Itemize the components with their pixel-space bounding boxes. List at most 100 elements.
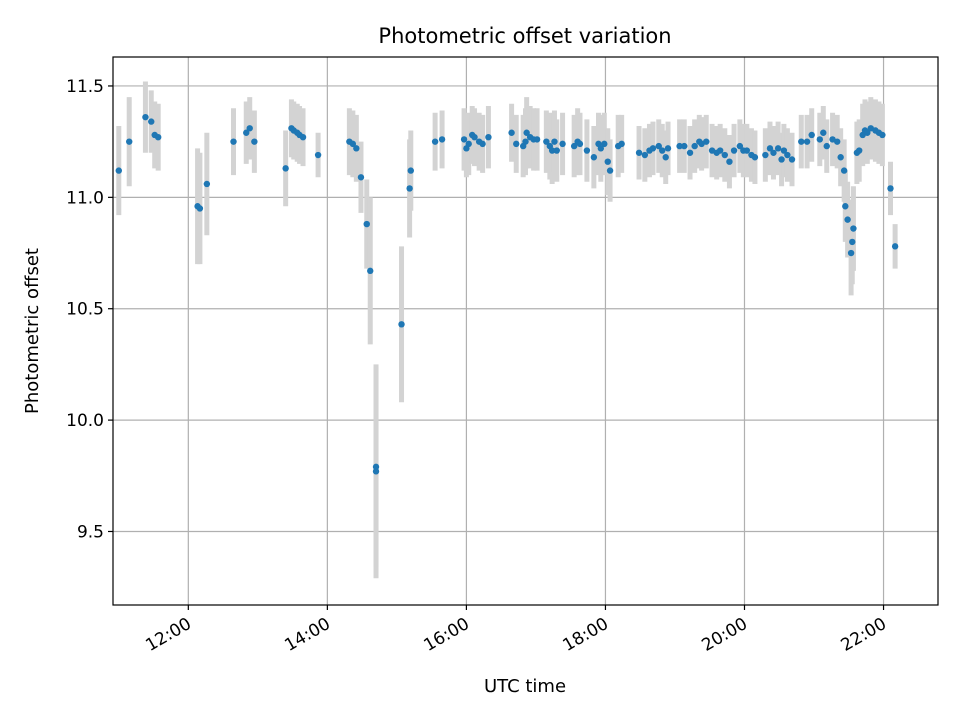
data-point xyxy=(142,113,149,121)
data-point xyxy=(762,151,769,159)
data-point xyxy=(431,138,439,145)
data-point xyxy=(154,133,162,141)
data-point xyxy=(681,142,688,150)
data-point xyxy=(850,225,857,232)
data-point xyxy=(508,129,515,136)
x-axis-title: UTC time xyxy=(484,676,566,697)
data-point xyxy=(770,149,777,156)
y-axis-ticks: 9.5 10.0 10.5 11.0 11.5 xyxy=(66,77,113,542)
data-point xyxy=(778,156,785,163)
y-tick-label: 11.0 xyxy=(66,188,104,208)
data-point xyxy=(548,147,556,154)
data-point xyxy=(847,249,855,257)
data-point xyxy=(856,147,863,154)
data-point xyxy=(559,140,566,148)
data-point xyxy=(751,154,759,161)
data-point xyxy=(676,142,683,150)
data-point xyxy=(844,216,851,223)
data-point xyxy=(635,149,643,156)
data-point xyxy=(203,180,211,188)
data-point xyxy=(842,203,849,210)
data-point xyxy=(606,167,614,174)
data-point xyxy=(887,185,894,192)
data-point xyxy=(784,151,791,159)
data-point xyxy=(196,205,204,212)
data-point xyxy=(576,140,584,148)
data-point xyxy=(703,138,710,145)
data-point xyxy=(438,136,446,143)
data-point xyxy=(833,138,841,145)
data-point xyxy=(407,167,414,174)
data-point xyxy=(243,129,250,136)
data-point xyxy=(551,138,558,145)
y-tick-label: 10.0 xyxy=(66,411,104,431)
data-point xyxy=(299,133,307,141)
data-point xyxy=(398,321,405,328)
data-point xyxy=(659,147,666,154)
y-tick-label: 10.5 xyxy=(66,300,104,320)
data-point xyxy=(820,129,827,136)
data-point xyxy=(533,136,541,143)
data-point xyxy=(649,145,657,152)
data-point xyxy=(601,140,608,148)
data-point xyxy=(406,185,413,192)
data-point xyxy=(864,129,871,136)
data-point xyxy=(349,140,357,148)
data-point xyxy=(282,165,289,172)
data-point xyxy=(590,154,598,161)
data-point xyxy=(662,154,669,161)
chart-title: Photometric offset variation xyxy=(378,24,671,48)
data-point xyxy=(788,156,796,163)
data-point xyxy=(798,138,805,145)
data-point xyxy=(655,142,662,150)
data-point xyxy=(808,131,815,139)
data-point xyxy=(465,140,472,148)
data-point xyxy=(363,220,370,228)
data-point xyxy=(522,138,529,145)
data-point xyxy=(553,147,560,154)
data-point xyxy=(721,151,728,159)
data-point xyxy=(543,138,550,145)
data-point xyxy=(230,138,237,145)
data-point xyxy=(246,125,253,132)
data-point xyxy=(357,174,365,181)
data-point xyxy=(816,136,824,143)
data-point xyxy=(664,145,672,152)
y-tick-label: 11.5 xyxy=(66,77,104,97)
data-point xyxy=(485,133,492,141)
data-point xyxy=(823,142,830,150)
data-point xyxy=(736,142,744,150)
data-point xyxy=(743,147,751,154)
data-point xyxy=(774,145,782,152)
data-point xyxy=(766,145,774,152)
data-point xyxy=(618,140,625,148)
data-point xyxy=(803,138,811,145)
y-axis-title: Photometric offset xyxy=(22,248,43,414)
data-point xyxy=(460,136,468,143)
data-point xyxy=(353,145,360,152)
data-point xyxy=(686,149,694,156)
data-point xyxy=(691,142,698,150)
data-point xyxy=(314,151,322,159)
data-point xyxy=(513,140,520,148)
data-point xyxy=(570,142,578,150)
data-point xyxy=(367,267,374,275)
data-point xyxy=(730,147,738,154)
data-points xyxy=(115,113,899,475)
data-point xyxy=(780,147,788,154)
data-point xyxy=(251,138,258,145)
data-point xyxy=(115,167,122,174)
data-point xyxy=(523,129,530,136)
plot-frame xyxy=(112,56,939,606)
y-tick-label: 9.5 xyxy=(77,522,104,542)
data-point xyxy=(879,131,886,139)
data-point xyxy=(641,151,649,159)
data-point xyxy=(479,140,486,148)
data-point xyxy=(148,118,155,125)
data-point xyxy=(837,154,844,161)
data-point xyxy=(471,133,478,141)
data-point xyxy=(604,158,611,165)
data-point xyxy=(372,463,380,471)
data-point xyxy=(849,238,856,246)
